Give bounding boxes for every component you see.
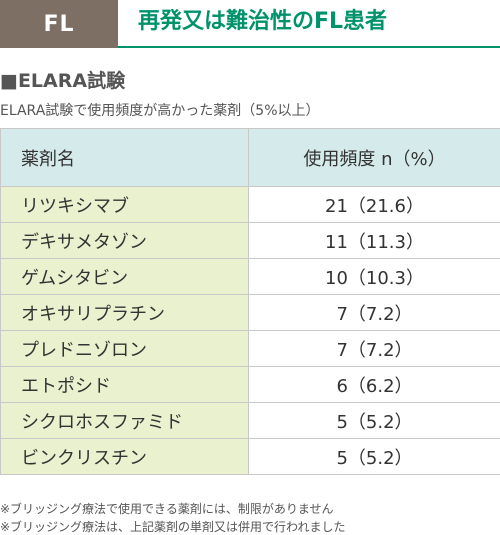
column-header-frequency: 使用頻度 n（%） bbox=[249, 129, 500, 187]
column-header-drug-name: 薬剤名 bbox=[1, 129, 249, 187]
drug-name-cell: デキサメタゾン bbox=[1, 223, 249, 259]
frequency-cell: 21（21.6） bbox=[249, 187, 500, 223]
drug-name-cell: リツキシマブ bbox=[1, 187, 249, 223]
drug-usage-table: 薬剤名 使用頻度 n（%） リツキシマブ 21（21.6） デキサメタゾン 11… bbox=[0, 128, 500, 475]
table-row: プレドニゾロン 7（7.2） bbox=[1, 331, 500, 367]
table-header-row: 薬剤名 使用頻度 n（%） bbox=[1, 129, 500, 187]
frequency-cell: 7（7.2） bbox=[249, 295, 500, 331]
table-row: エトポシド 6（6.2） bbox=[1, 367, 500, 403]
table-row: ビンクリスチン 5（5.2） bbox=[1, 439, 500, 475]
table-row: オキサリプラチン 7（7.2） bbox=[1, 295, 500, 331]
drug-name-cell: プレドニゾロン bbox=[1, 331, 249, 367]
table-row: ゲムシタビン 10（10.3） bbox=[1, 259, 500, 295]
table-row: シクロホスファミド 5（5.2） bbox=[1, 403, 500, 439]
frequency-cell: 10（10.3） bbox=[249, 259, 500, 295]
footnote-bridging-therapy: ※ブリッジング療法は、上記薬剤の単剤又は併用で行われました bbox=[0, 518, 345, 535]
header-divider bbox=[118, 46, 500, 48]
page-title: 再発又は難治性のFL患者 bbox=[138, 0, 387, 44]
drug-name-cell: オキサリプラチン bbox=[1, 295, 249, 331]
footnote-drug-restriction: ※ブリッジング療法で使用できる薬剤には、制限がありません bbox=[0, 500, 333, 517]
drug-name-cell: シクロホスファミド bbox=[1, 403, 249, 439]
table-row: デキサメタゾン 11（11.3） bbox=[1, 223, 500, 259]
frequency-cell: 6（6.2） bbox=[249, 367, 500, 403]
section-title: ■ELARA試験 bbox=[0, 66, 125, 93]
drug-name-cell: ビンクリスチン bbox=[1, 439, 249, 475]
frequency-cell: 5（5.2） bbox=[249, 439, 500, 475]
page-header: FL 再発又は難治性のFL患者 bbox=[0, 0, 500, 48]
table-caption: ELARA試験で使用頻度が高かった薬剤（5%以上） bbox=[0, 100, 320, 120]
drug-name-cell: エトポシド bbox=[1, 367, 249, 403]
frequency-cell: 5（5.2） bbox=[249, 403, 500, 439]
table-row: リツキシマブ 21（21.6） bbox=[1, 187, 500, 223]
fl-badge: FL bbox=[0, 0, 118, 48]
drug-name-cell: ゲムシタビン bbox=[1, 259, 249, 295]
frequency-cell: 7（7.2） bbox=[249, 331, 500, 367]
frequency-cell: 11（11.3） bbox=[249, 223, 500, 259]
